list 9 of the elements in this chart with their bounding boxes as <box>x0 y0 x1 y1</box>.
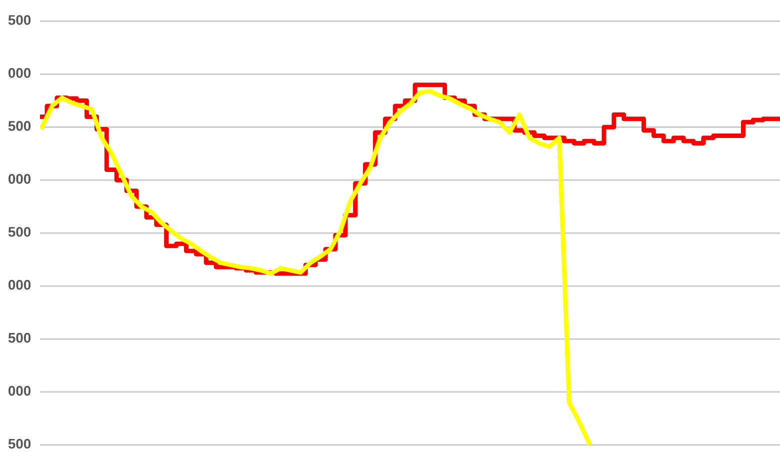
text: 000 <box>8 174 31 184</box>
text: 500 <box>8 15 31 25</box>
text: 500 <box>8 121 31 131</box>
text: 500 <box>8 438 31 449</box>
text: 000 <box>8 280 31 290</box>
text: 000 <box>8 386 31 396</box>
text: 000 <box>8 68 31 78</box>
text: 500 <box>8 226 31 237</box>
text: 500 <box>8 332 31 343</box>
